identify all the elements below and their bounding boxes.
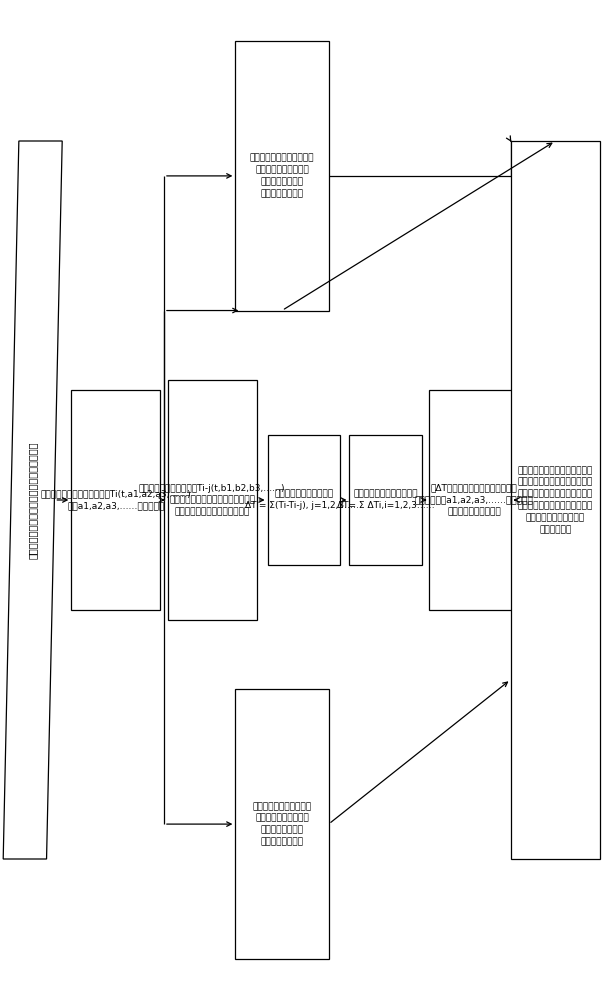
FancyBboxPatch shape — [511, 141, 600, 859]
Text: 单仓温控边界的数学描述Ti-j(t,b1,b2,b3,……)
温控边界包括环境气温、基岩温度、
周围混凝土温度、蓄水温度等。: 单仓温控边界的数学描述Ti-j(t,b1,b2,b3,……) 温控边界包括环境气… — [139, 484, 286, 516]
FancyBboxPatch shape — [71, 390, 160, 610]
FancyBboxPatch shape — [235, 689, 329, 959]
Text: 施工全周期混凝土拱坝温控曲线模型使用方法: 施工全周期混凝土拱坝温控曲线模型使用方法 — [28, 441, 38, 559]
FancyBboxPatch shape — [168, 380, 257, 620]
FancyBboxPatch shape — [430, 390, 518, 610]
Text: 通过温度应力模型试验，
进行参数敏感性分析，
确定单仓温控曲线
模型的待定参数。: 通过温度应力模型试验， 进行参数敏感性分析， 确定单仓温控曲线 模型的待定参数。 — [252, 802, 312, 846]
Text: 全坝总温控梯度的近似计算
ΔT= Σ ΔTi,i=1,2,3……: 全坝总温控梯度的近似计算 ΔT= Σ ΔTi,i=1,2,3…… — [337, 490, 434, 510]
Text: 单仓温控梯度的近似计算
ΔTi= Σ(Ti-Ti-j), j=1,2,3……: 单仓温控梯度的近似计算 ΔTi= Σ(Ti-Ti-j), j=1,2,3…… — [245, 490, 362, 510]
FancyBboxPatch shape — [235, 41, 329, 311]
FancyBboxPatch shape — [350, 435, 422, 565]
Text: 将确定的单仓温控曲线模型输入
智能通水温控系统中，通过智能
通水温控系统的精准控制，结合
外部保温等其他综合温控措施，
使实际温度历程无限逼近
目标温控曲线: 将确定的单仓温控曲线模型输入 智能通水温控系统中，通过智能 通水温控系统的精准控… — [518, 466, 593, 534]
FancyBboxPatch shape — [267, 435, 340, 565]
Text: 通过施工全周期仿真计算，
进行参数敏感性分析，
确定单仓温控曲线
模型的待定参数。: 通过施工全周期仿真计算， 进行参数敏感性分析， 确定单仓温控曲线 模型的待定参数… — [250, 154, 314, 198]
Polygon shape — [3, 141, 62, 859]
Text: 单仓温控曲线模型的数学描述Ti(t,a1,a2,a3,……)
其中a1,a2,a3,……为待定参数: 单仓温控曲线模型的数学描述Ti(t,a1,a2,a3,……) 其中a1,a2,a… — [41, 490, 191, 510]
Text: 以ΔT最小为目标，对各仓温控曲线
模型待定参数a1,a2,a3,……进行优化，
确定各仓温控曲线模型: 以ΔT最小为目标，对各仓温控曲线 模型待定参数a1,a2,a3,……进行优化， … — [414, 484, 534, 516]
